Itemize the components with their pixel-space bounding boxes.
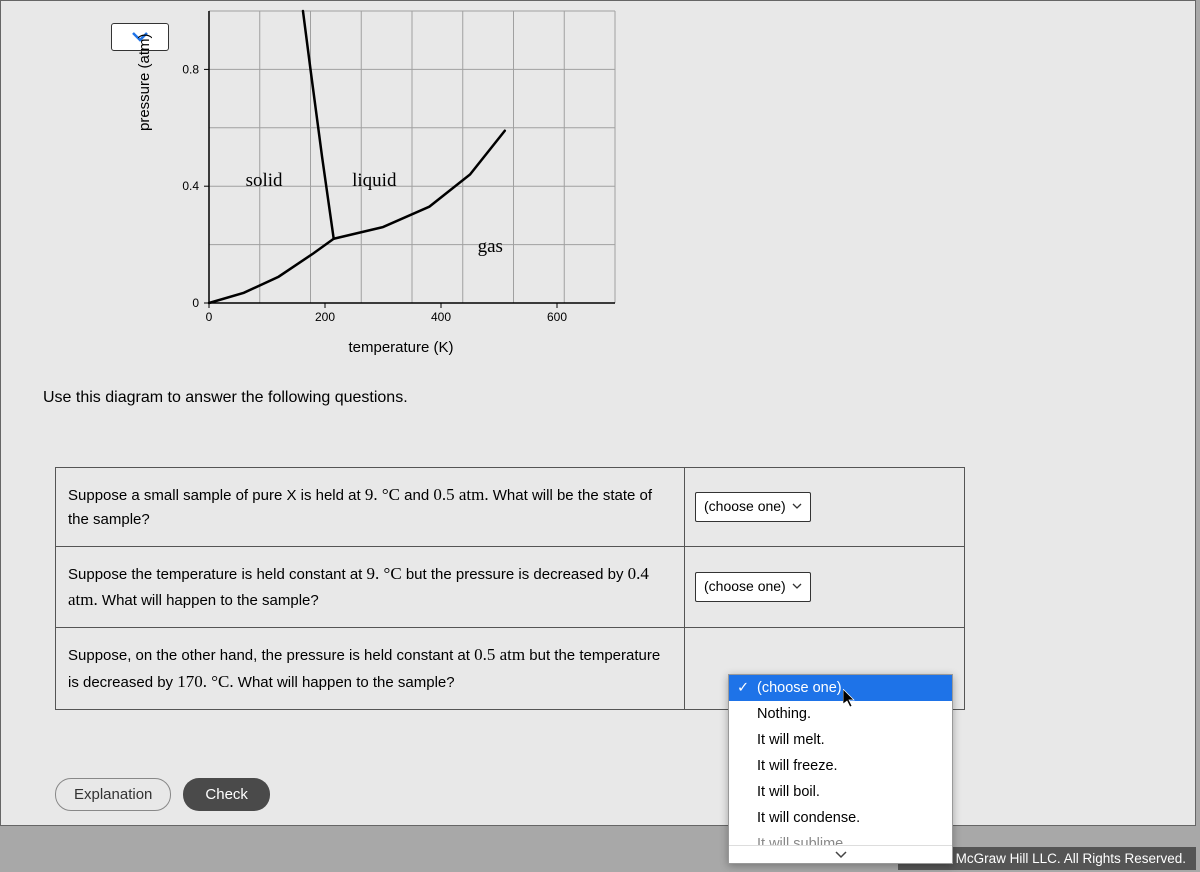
answer-select[interactable]: (choose one) (695, 492, 811, 522)
question-row: Suppose the temperature is held constant… (56, 546, 965, 628)
dropdown-option[interactable]: It will boil. (729, 779, 952, 805)
svg-text:600: 600 (547, 310, 567, 321)
answer-select[interactable]: (choose one) (695, 572, 811, 602)
instruction-text: Use this diagram to answer the following… (43, 389, 408, 407)
question-text: Suppose the temperature is held constant… (56, 546, 685, 628)
mouse-cursor-icon (843, 689, 859, 709)
x-axis-label: temperature (K) (141, 339, 661, 356)
dropdown-scroll-down[interactable] (729, 845, 952, 863)
select-value: (choose one) (704, 496, 786, 518)
question-text: Suppose a small sample of pure X is held… (56, 468, 685, 547)
svg-text:0: 0 (192, 296, 199, 310)
chevron-down-icon (835, 851, 847, 859)
svg-text:0.8: 0.8 (182, 62, 199, 76)
svg-text:0.4: 0.4 (182, 179, 199, 193)
dropdown-option[interactable]: It will freeze. (729, 753, 952, 779)
svg-text:200: 200 (315, 310, 335, 321)
select-value: (choose one) (704, 576, 786, 598)
answer-cell: (choose one) (685, 468, 965, 547)
content-page: pressure (atm) 0 200 400 600 0 0.4 0.8 solid liq… (0, 0, 1196, 826)
svg-text:400: 400 (431, 310, 451, 321)
phase-diagram-chart: pressure (atm) 020040060000.40.8solidliq… (141, 1, 661, 361)
chevron-down-icon (792, 503, 802, 510)
dropdown-option[interactable]: It will sublime (729, 831, 952, 845)
chevron-down-icon (792, 583, 802, 590)
button-row: Explanation Check (55, 778, 270, 811)
svg-text:gas: gas (478, 236, 503, 257)
svg-text:solid: solid (246, 170, 283, 191)
question-text: Suppose, on the other hand, the pressure… (56, 628, 685, 710)
question-row: Suppose a small sample of pure X is held… (56, 468, 965, 547)
dropdown-option[interactable]: Nothing. (729, 701, 952, 727)
dropdown-option[interactable]: It will melt. (729, 727, 952, 753)
check-button[interactable]: Check (183, 778, 270, 811)
chart-plot-area: 0 200 400 600 0 0.4 0.8 solid liquid gas (141, 1, 661, 321)
answer-dropdown-open[interactable]: (choose one) Nothing.It will melt.It wil… (728, 674, 953, 864)
explanation-button[interactable]: Explanation (55, 778, 171, 811)
y-axis-label: pressure (atm) (136, 33, 153, 131)
svg-text:0: 0 (206, 310, 213, 321)
answer-cell: (choose one) (685, 546, 965, 628)
dropdown-option-selected[interactable]: (choose one) (729, 675, 952, 701)
dropdown-option[interactable]: It will condense. (729, 805, 952, 831)
svg-text:liquid: liquid (352, 170, 397, 191)
